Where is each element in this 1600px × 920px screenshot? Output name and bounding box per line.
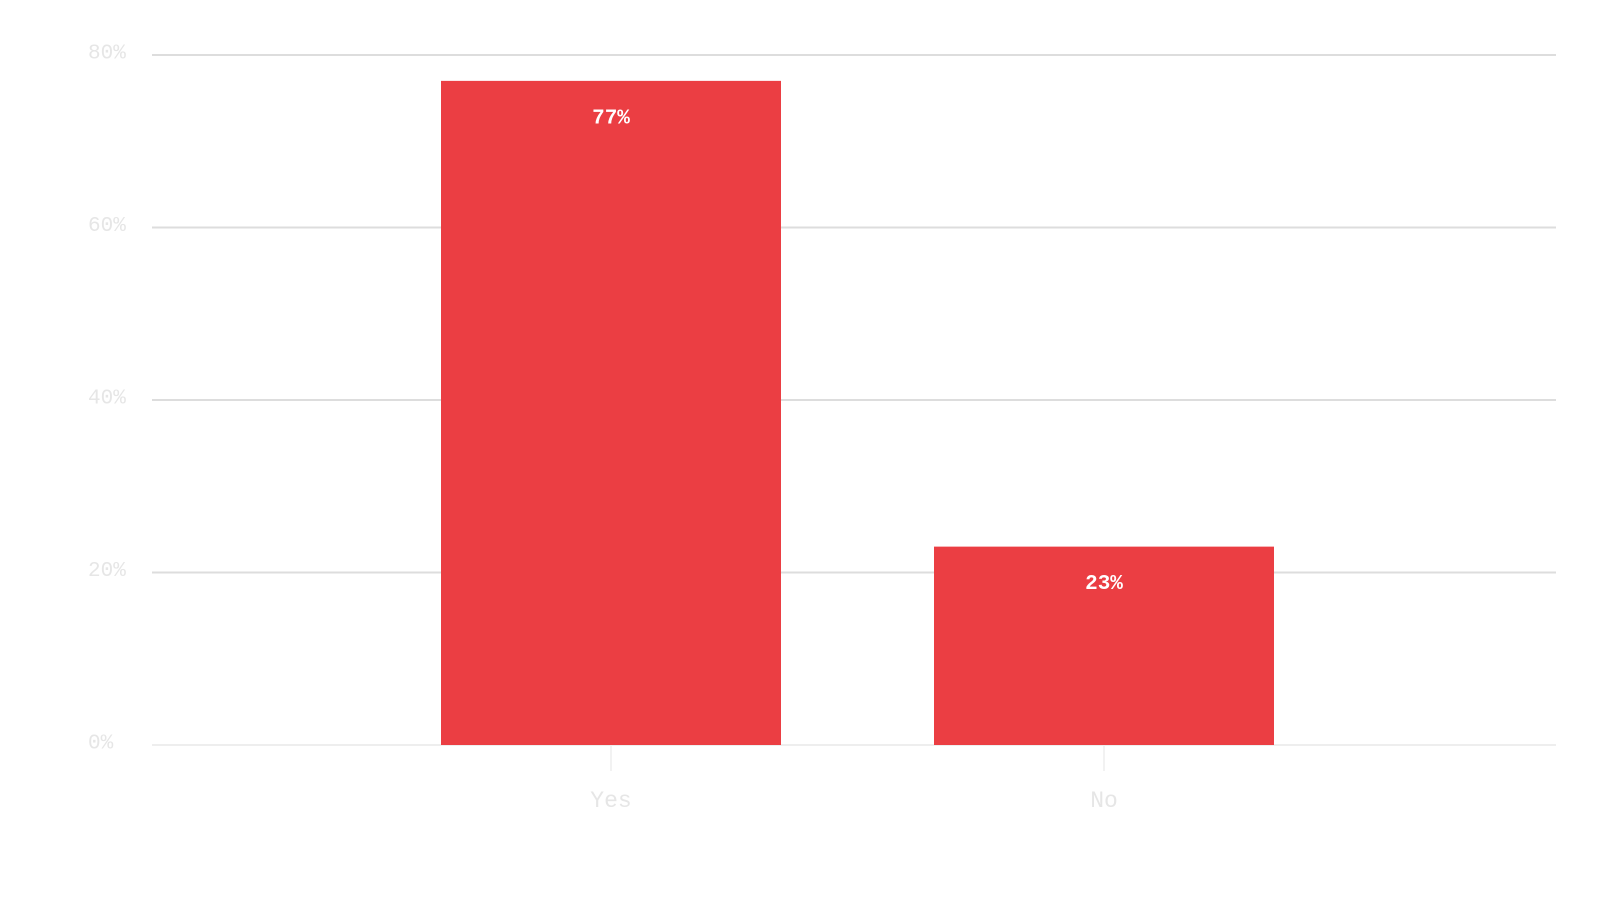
bar [934,546,1274,745]
y-tick-label: 20% [88,560,126,583]
bar [441,80,781,745]
y-tick-label: 40% [88,388,126,411]
value-label: 77% [592,107,630,130]
x-tick-label: No [1090,788,1118,814]
y-tick-label: 80% [88,43,126,66]
x-tick-label: Yes [590,788,631,814]
value-label: 23% [1085,573,1123,596]
y-tick-label: 60% [88,215,126,238]
y-tick-label: 0% [88,733,114,756]
